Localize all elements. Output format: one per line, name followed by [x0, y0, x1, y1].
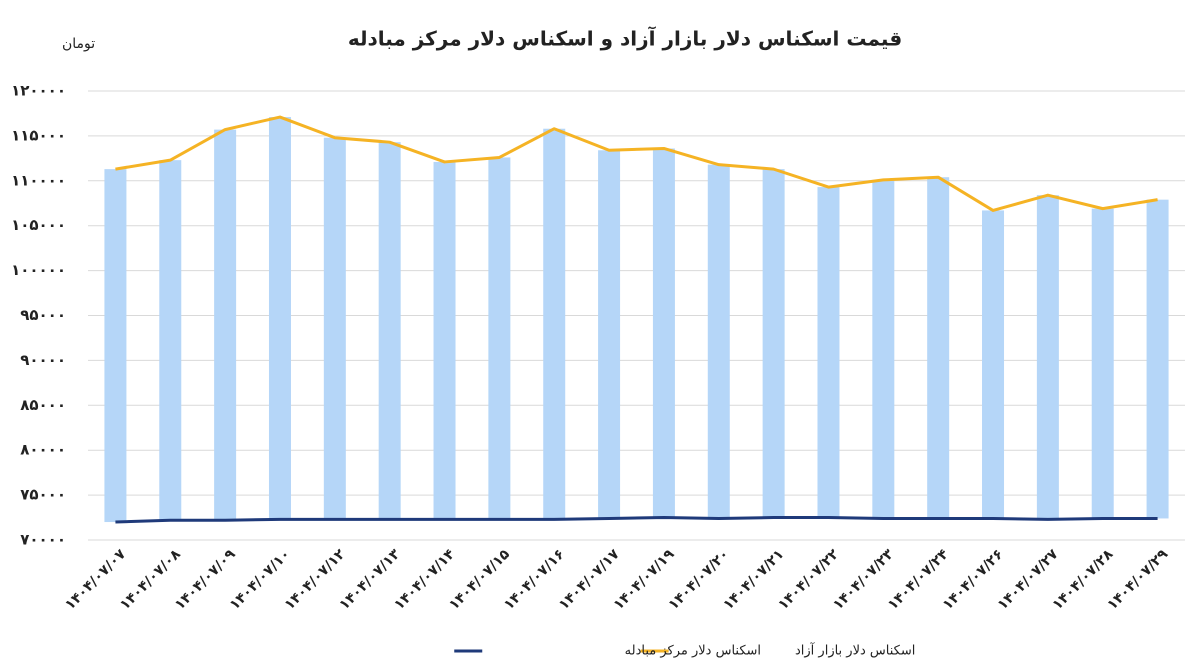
y-tick-label: ۹۰۰۰۰ [20, 351, 66, 369]
bar [652, 148, 675, 518]
chart-title: قیمت اسکناس دلار بازار آزاد و اسکناس دلا… [348, 26, 902, 51]
y-tick-label: ۹۵۰۰۰ [20, 306, 66, 324]
bar [378, 142, 401, 520]
bar [872, 179, 895, 519]
bar [982, 210, 1005, 519]
bar [762, 169, 785, 518]
bar [817, 187, 840, 518]
bar [104, 169, 127, 523]
bar [214, 129, 237, 521]
bar [323, 137, 346, 520]
legend-label: اسکناس دلار مرکز مبادله [625, 644, 761, 659]
bar [433, 161, 456, 520]
bar [1091, 208, 1114, 519]
bar [268, 117, 291, 520]
bar [488, 157, 511, 520]
y-axis-label: تومان [62, 36, 95, 52]
bar [1146, 199, 1169, 519]
series-line [115, 516, 1158, 524]
bar [707, 164, 730, 519]
y-tick-label: ۱۱۵۰۰۰ [11, 126, 66, 144]
bar [927, 177, 950, 519]
y-tick-label: ۷۵۰۰۰ [20, 486, 66, 504]
y-tick-label: ۸۵۰۰۰ [20, 396, 66, 414]
y-tick-label: ۸۰۰۰۰ [20, 441, 66, 459]
y-tick-label: ۷۰۰۰۰ [20, 531, 66, 549]
y-tick-label: ۱۰۵۰۰۰ [11, 216, 66, 234]
bar [159, 160, 182, 521]
series-line [115, 115, 1158, 212]
y-tick-label: ۱۰۰۰۰۰ [11, 261, 66, 279]
legend-label: اسکناس دلار بازار آزاد [795, 642, 915, 659]
y-tick-label: ۱۱۰۰۰۰ [11, 171, 66, 189]
bar [543, 128, 566, 520]
y-tick-label: ۱۲۰۰۰۰ [11, 82, 66, 100]
bar [1036, 195, 1059, 520]
bar [598, 150, 621, 519]
